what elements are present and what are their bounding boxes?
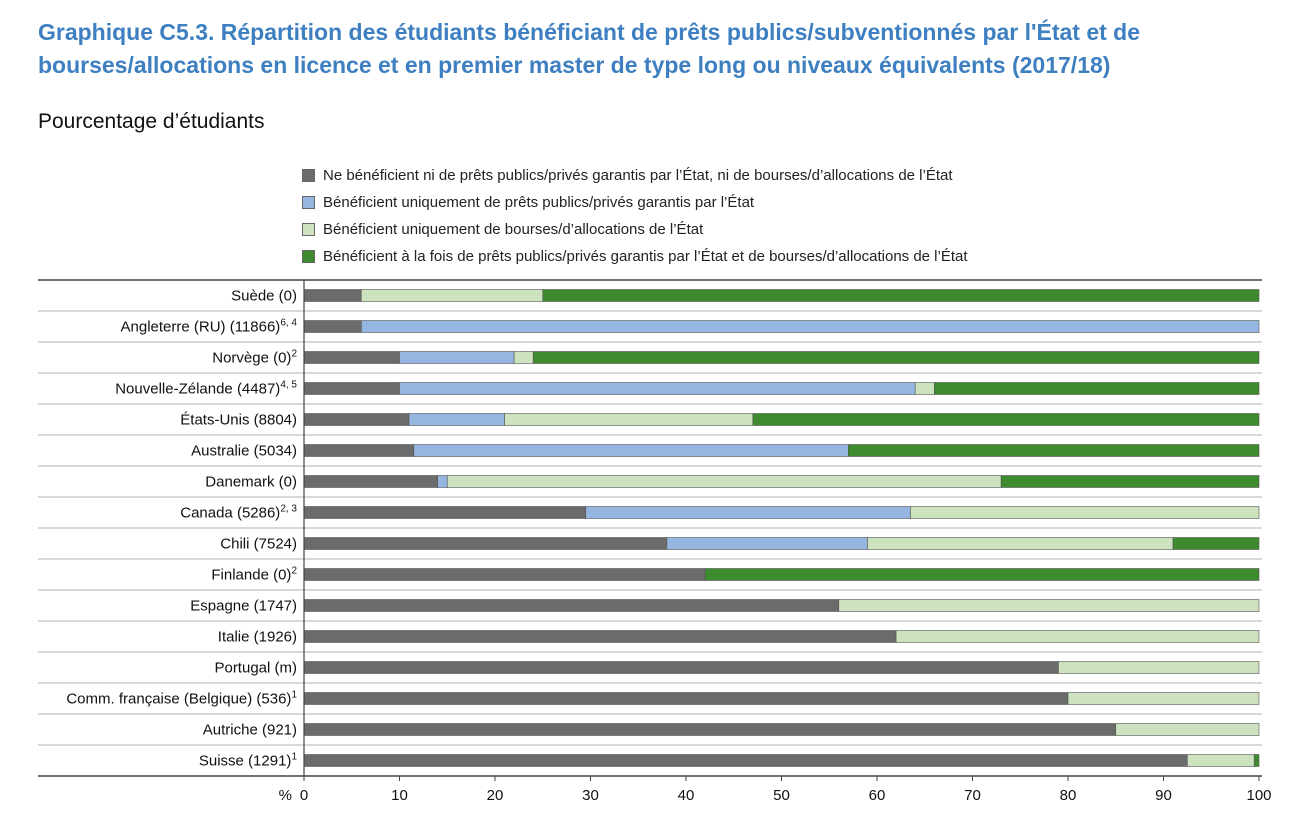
category-label: Norvège (0)2 <box>212 349 297 367</box>
bar-segment-series-3 <box>933 382 1260 395</box>
category-label: Australie (5034) <box>191 443 297 460</box>
x-tick-label: 20 <box>487 787 504 804</box>
bar-segment-series-2 <box>1187 754 1255 767</box>
x-tick-label: 80 <box>1060 787 1077 804</box>
category-label: Nouvelle-Zélande (4487)4, 5 <box>115 380 297 398</box>
x-tick-label: 100 <box>1246 787 1271 804</box>
category-label: États-Unis (8804) <box>180 412 297 429</box>
bar-segment-series-3 <box>1172 537 1260 550</box>
bar-segment-series-2 <box>360 289 544 302</box>
x-tick-label: 50 <box>773 787 790 804</box>
category-label: Italie (1926) <box>218 629 297 646</box>
legend-label-both: Bénéficient à la fois de prêts publics/p… <box>323 248 968 265</box>
bar-segment-series-1 <box>585 506 911 519</box>
bar-segment-series-0 <box>303 754 1188 767</box>
legend-swatch-loans-only <box>302 196 315 209</box>
bar-segment-series-2 <box>504 413 754 426</box>
bar-segment-series-0 <box>303 568 706 581</box>
bar-segment-series-0 <box>303 506 587 519</box>
legend-item-neither: Ne bénéficient ni de prêts publics/privé… <box>302 162 968 189</box>
x-tick-label: 0 <box>300 787 308 804</box>
bar-segment-series-1 <box>413 444 849 457</box>
bar-segment-series-0 <box>303 320 362 333</box>
bar-segment-series-0 <box>303 630 897 643</box>
legend-item-grants-only: Bénéficient uniquement de bourses/d’allo… <box>302 216 968 243</box>
bar-segment-series-0 <box>303 382 400 395</box>
legend: Ne bénéficient ni de prêts publics/privé… <box>302 162 968 270</box>
bar-segment-series-3 <box>1000 475 1260 488</box>
chart-subtitle: Pourcentage d’étudiants <box>38 110 265 133</box>
category-label: Espagne (1747) <box>190 598 297 615</box>
bar-segment-series-0 <box>303 661 1059 674</box>
legend-swatch-both <box>302 250 315 263</box>
x-tick-label: 90 <box>1155 787 1172 804</box>
category-label: Chili (7524) <box>220 536 297 553</box>
bar-segment-series-0 <box>303 537 668 550</box>
bar-segment-series-1 <box>666 537 868 550</box>
bar-segment-series-2 <box>838 599 1260 612</box>
category-label: Suède (0) <box>231 288 297 305</box>
category-label: Canada (5286)2, 3 <box>180 504 297 522</box>
x-tick-label: 40 <box>678 787 695 804</box>
stacked-bar-chart: Suède (0) Angleterre (RU) (11866)6, 4 Norv… <box>38 279 1272 804</box>
bar-segment-series-0 <box>303 723 1117 736</box>
bar-segment-series-2 <box>1067 692 1260 705</box>
bar-segment-series-0 <box>303 692 1069 705</box>
legend-item-both: Bénéficient à la fois de prêts publics/p… <box>302 243 968 270</box>
category-label: Suisse (1291)1 <box>199 752 298 770</box>
x-tick-label: 60 <box>869 787 886 804</box>
legend-label-neither: Ne bénéficient ni de prêts publics/privé… <box>323 167 953 184</box>
category-label: Danemark (0) <box>205 474 297 491</box>
bar-segment-series-0 <box>303 289 362 302</box>
category-label: Autriche (921) <box>203 722 297 739</box>
legend-item-loans-only: Bénéficient uniquement de prêts publics/… <box>302 189 968 216</box>
bar-segment-series-3 <box>704 568 1260 581</box>
bar-segment-series-0 <box>303 599 840 612</box>
legend-label-loans-only: Bénéficient uniquement de prêts publics/… <box>323 194 755 211</box>
bar-segment-series-2 <box>914 382 935 395</box>
chart-title: Graphique C5.3. Répartition des étudiant… <box>38 19 1141 78</box>
bar-segment-series-0 <box>303 351 400 364</box>
category-label: Angleterre (RU) (11866)6, 4 <box>121 318 298 336</box>
category-label: Finlande (0)2 <box>211 566 297 584</box>
bar-segment-series-0 <box>303 444 415 457</box>
bar-segment-series-1 <box>360 320 1260 333</box>
bar-segment-series-1 <box>408 413 505 426</box>
bar-segment-series-1 <box>399 351 515 364</box>
bar-segment-series-1 <box>437 475 448 488</box>
bar-segment-series-2 <box>895 630 1260 643</box>
bar-segment-series-2 <box>910 506 1260 519</box>
x-axis-label: % <box>279 787 292 804</box>
bar-segment-series-2 <box>867 537 1174 550</box>
bar-segment-series-3 <box>1253 754 1260 767</box>
category-label: Comm. française (Belgique) (536)1 <box>66 690 297 708</box>
legend-swatch-neither <box>302 169 315 182</box>
bar-segment-series-0 <box>303 413 410 426</box>
x-tick-label: 10 <box>391 787 408 804</box>
bar-segment-series-1 <box>399 382 916 395</box>
legend-swatch-grants-only <box>302 223 315 236</box>
bar-segment-series-3 <box>532 351 1260 364</box>
bar-segment-series-2 <box>1058 661 1260 674</box>
bar-segment-series-3 <box>848 444 1260 457</box>
bar-segment-series-2 <box>446 475 1002 488</box>
bar-segment-series-3 <box>752 413 1260 426</box>
bar-segment-series-2 <box>513 351 534 364</box>
bar-segment-series-0 <box>303 475 438 488</box>
category-label: Portugal (m) <box>214 660 297 677</box>
bar-segment-series-2 <box>1115 723 1260 736</box>
x-tick-label: 70 <box>964 787 981 804</box>
legend-label-grants-only: Bénéficient uniquement de bourses/d’allo… <box>323 221 704 238</box>
bar-segment-series-3 <box>542 289 1260 302</box>
x-tick-label: 30 <box>582 787 599 804</box>
